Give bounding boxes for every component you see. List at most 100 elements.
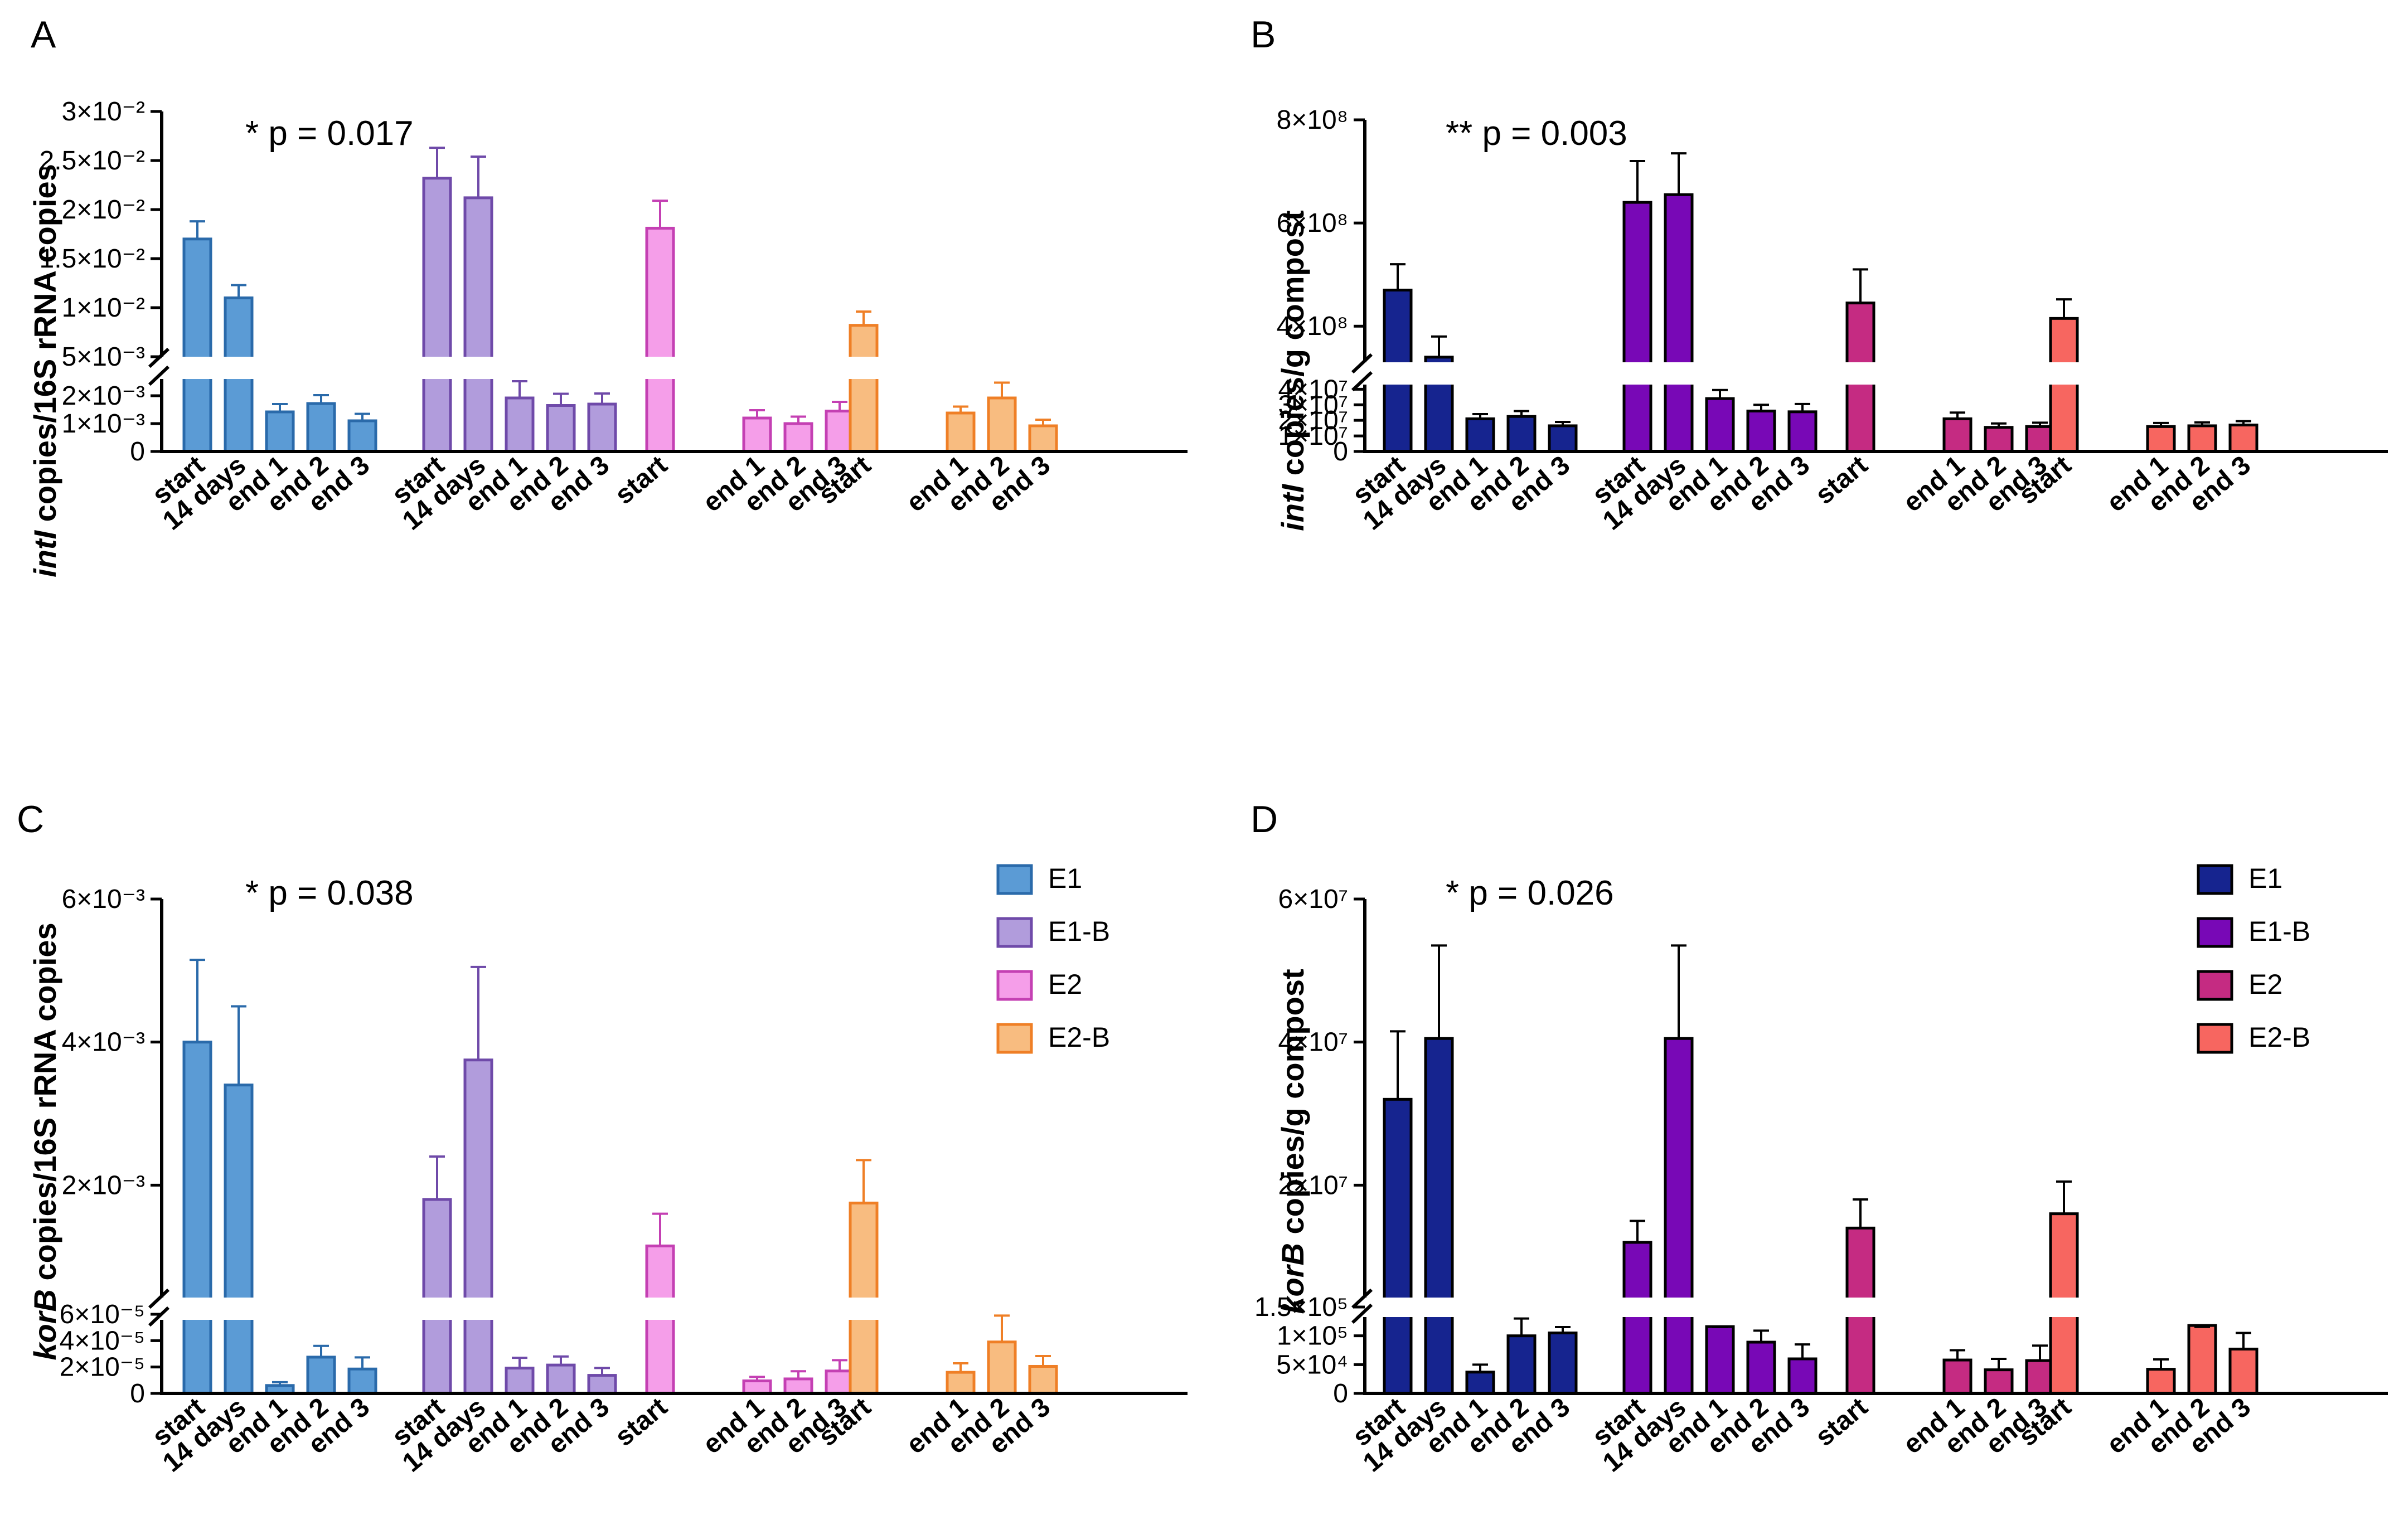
axis-break-gap: [2046, 362, 2082, 385]
x-tick-label: start: [1810, 450, 1873, 510]
bar-e1-start: [182, 1041, 212, 1395]
chart-a: A intI copies/16S rRNA copies * p = 0.01…: [27, 13, 1188, 577]
bar-e1-b-14-days: [1664, 193, 1694, 453]
error-bar: [1853, 268, 1868, 303]
error-bar: [1431, 335, 1447, 357]
error-bar: [1795, 402, 1810, 412]
y-tick-label-lower: 1×10⁵: [1277, 1322, 1348, 1351]
error-bar: [1630, 160, 1645, 203]
panel-b: B intI copies/g compost ** p = 0.003 sta…: [1200, 0, 2399, 769]
y-axis-unit: copies/g compost: [1275, 969, 1310, 1243]
axis-break-marker: [148, 1288, 170, 1327]
error-bar: [1390, 263, 1406, 290]
error-bar: [1514, 410, 1529, 417]
legend-swatch: [2197, 1023, 2233, 1054]
panel-letter: D: [1251, 798, 1278, 841]
bar-e1-b-end-1: [1705, 397, 1735, 453]
bar-e1-b-end-3: [1787, 1357, 1818, 1395]
y-axis-title: korB copies/16S rRNA copies: [27, 922, 62, 1360]
error-bar: [953, 405, 968, 413]
error-bar: [749, 409, 765, 418]
bar-e1-b-end-1: [505, 1367, 535, 1395]
significance-annotation: * p = 0.017: [245, 114, 414, 153]
axis-break-gap: [1380, 362, 1416, 385]
y-tick-label-lower: 0: [130, 1379, 145, 1408]
bar-e2-start: [645, 226, 675, 453]
bar-e1-14-days: [1424, 1037, 1454, 1395]
bar-e2-b-end-2: [2187, 1324, 2217, 1395]
y-tick-label-upper: 6×10⁸: [1277, 208, 1348, 238]
error-bar: [429, 1155, 445, 1199]
error-bar: [512, 1357, 527, 1368]
bar-e1-end-3: [1548, 424, 1578, 453]
axis-break-gap: [1421, 1298, 1457, 1317]
bar-e1-b-end-2: [546, 1363, 576, 1395]
error-bar: [429, 147, 445, 178]
error-bar: [1753, 404, 1769, 411]
bar-e1-end-3: [347, 1367, 377, 1395]
legend-swatch: [996, 970, 1033, 1001]
axis-break-gap: [1620, 362, 1655, 385]
bar-e2-end-1: [1942, 1358, 1972, 1395]
bar-e2-b-end-1: [2146, 425, 2176, 453]
y-tick-label-lower: 0: [130, 437, 145, 467]
error-bar: [471, 965, 486, 1060]
legend-label: E1: [1048, 863, 1082, 894]
axis-break-gap: [180, 1298, 215, 1320]
error-bar: [856, 310, 871, 326]
y-tick-label-lower: 0: [1333, 437, 1348, 467]
y-tick-label-upper: 4×10⁻³: [62, 1028, 145, 1057]
bar-e1-b-14-days: [463, 196, 493, 453]
axis-break-gap: [1661, 362, 1697, 385]
axis-break-gap: [461, 357, 496, 379]
bar-e1-b-end-3: [587, 402, 617, 453]
bar-e2-b-end-2: [987, 1340, 1017, 1395]
axis-break-gap: [1380, 1298, 1416, 1317]
y-tick-label-lower: 1×10⁻³: [62, 409, 145, 439]
y-tick-label-upper: 2×10⁻²: [62, 195, 145, 225]
legend-swatch: [996, 917, 1033, 948]
bar-e2-end-2: [783, 1377, 813, 1395]
axis-break-gap: [846, 1298, 881, 1320]
y-axis-unit: copies/g compost: [1275, 210, 1310, 484]
y-tick-label-lower: 0: [1333, 1379, 1348, 1408]
error-bar: [994, 1314, 1010, 1342]
significance-annotation: * p = 0.026: [1446, 874, 1614, 912]
axis-break-marker: [1351, 353, 1373, 392]
y-tick-label-lower: 2×10⁻³: [62, 381, 145, 411]
axis-break-gap: [419, 1298, 455, 1320]
bar-e2-b-end-2: [2187, 424, 2217, 453]
y-tick-label-upper: 2×10⁷: [1278, 1170, 1348, 1200]
error-bar: [1853, 1198, 1868, 1228]
bar-e1-b-end-2: [1746, 1340, 1776, 1395]
bar-e2-b-end-1: [946, 411, 976, 453]
error-bar: [2236, 420, 2251, 425]
axis-break-gap: [1620, 1298, 1655, 1317]
bar-e1-b-start: [422, 177, 452, 453]
legend-label: E1-B: [2248, 916, 2310, 947]
y-axis-gene: intI: [1275, 483, 1310, 531]
bar-e2-b-end-3: [2228, 1347, 2259, 1395]
y-axis-title: korB copies/g compost: [1275, 969, 1310, 1314]
error-bar: [1795, 1343, 1810, 1359]
y-tick-label-lower: 6×10⁻⁵: [60, 1300, 145, 1329]
y-tick-label-lower: 2×10⁻⁵: [60, 1353, 145, 1382]
error-bar: [190, 220, 205, 239]
bar-e1-b-start: [422, 1198, 452, 1395]
bar-e1-end-2: [1506, 1334, 1537, 1395]
y-tick-label-lower: 5×10⁴: [1276, 1350, 1348, 1379]
y-tick-label-upper: 4×10⁷: [1278, 1028, 1348, 1057]
legend-label: E2: [1048, 969, 1082, 1000]
error-bar: [652, 1212, 668, 1246]
y-tick-label-upper: 8×10⁸: [1277, 105, 1348, 135]
y-tick-label-upper: 2.5×10⁻²: [40, 146, 145, 176]
bar-e2-end-1: [742, 416, 772, 453]
y-tick-label-upper: 1×10⁻²: [62, 293, 145, 323]
bar-e1-b-start: [1622, 1241, 1652, 1395]
bar-e2-b-start: [849, 324, 879, 453]
error-bar: [1671, 152, 1686, 195]
panel-d: D korB copies/g compost * p = 0.026 star…: [1200, 771, 2399, 1540]
bar-e1-end-2: [1506, 415, 1537, 453]
bar-e1-end-2: [306, 402, 336, 453]
error-bar: [1555, 420, 1571, 426]
